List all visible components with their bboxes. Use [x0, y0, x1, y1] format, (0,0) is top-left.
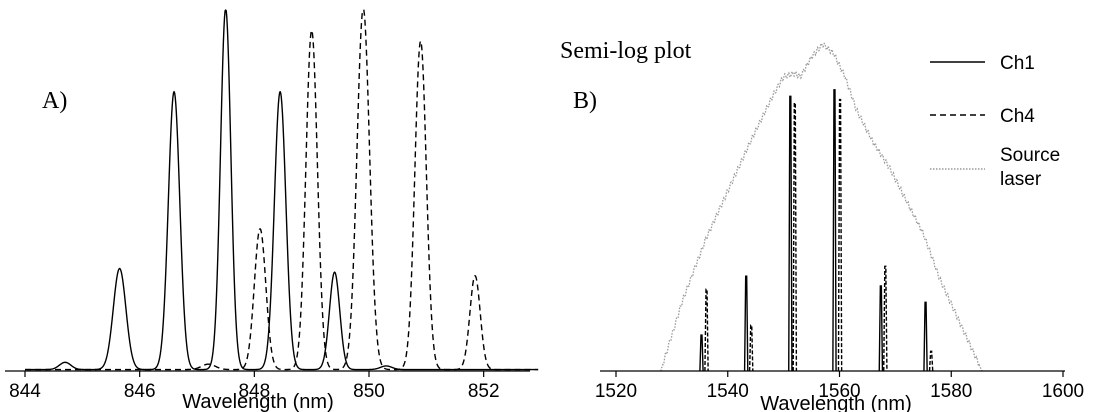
- chart-b-legend: Ch1 Ch4 Source laser: [930, 53, 1065, 190]
- chart-b-series-source-laser: [660, 42, 983, 372]
- chart-a-x-tick-label: 852: [468, 381, 500, 402]
- chart-b-x-tick-label: 1560: [818, 381, 860, 402]
- chart-a-panel-label: A): [42, 88, 67, 114]
- chart-b-x-tick-label: 1520: [595, 381, 637, 402]
- legend-label-ch4: Ch4: [1000, 106, 1035, 127]
- chart-b-ch1-line: [832, 89, 837, 372]
- chart-a: 844 846 848 850 852 A) Wavelength (nm): [5, 9, 539, 412]
- chart-a-x-tick-label: 846: [124, 381, 156, 402]
- chart-b-title: Semi-log plot: [560, 38, 692, 64]
- chart-b-ch1-line: [878, 285, 884, 372]
- chart-b-ch4-line: [883, 265, 888, 372]
- chart-a-series-dashed: [24, 9, 539, 371]
- chart-b-x-tick-label: 1600: [1042, 381, 1084, 402]
- chart-b-series-group: [660, 42, 983, 372]
- legend-label-ch1: Ch1: [1000, 53, 1035, 74]
- chart-a-x-axis-title: Wavelength (nm): [182, 391, 334, 412]
- chart-b: 1520 1540 1560 1580 1600 Semi-log plot B) Wa…: [560, 38, 1084, 412]
- chart-b-x-tick-label: 1580: [930, 381, 972, 402]
- chart-b-ch1-line: [788, 95, 793, 372]
- chart-b-panel-label: B): [573, 88, 597, 114]
- chart-b-ch1-line: [743, 275, 749, 372]
- chart-b-series-ch1: [699, 89, 928, 372]
- chart-a-x-tick-label: 848: [238, 381, 270, 402]
- chart-b-ch4-line: [792, 102, 798, 372]
- chart-b-ch1-line: [699, 334, 704, 372]
- chart-a-x-tick-label: 850: [353, 381, 385, 402]
- chart-a-series-group: [24, 9, 539, 371]
- chart-b-x-ticks: 1520 1540 1560 1580 1600: [595, 371, 1084, 402]
- chart-b-ch4-line: [748, 324, 754, 372]
- chart-b-ch1-line: [923, 301, 928, 372]
- chart-b-ch4-line: [837, 98, 843, 372]
- chart-a-series-solid: [24, 9, 539, 371]
- chart-b-x-tick-label: 1540: [707, 381, 749, 402]
- chart-b-ch4-line: [928, 350, 934, 372]
- chart-b-ch4-line: [704, 288, 709, 372]
- chart-b-series-ch4: [704, 98, 934, 372]
- legend-label-source-laser: Source laser: [1000, 145, 1065, 190]
- chart-b-x-axis-title: Wavelength (nm): [760, 393, 912, 412]
- chart-a-x-ticks: 844 846 848 850 852: [9, 371, 500, 402]
- chart-a-x-tick-label: 844: [9, 381, 41, 402]
